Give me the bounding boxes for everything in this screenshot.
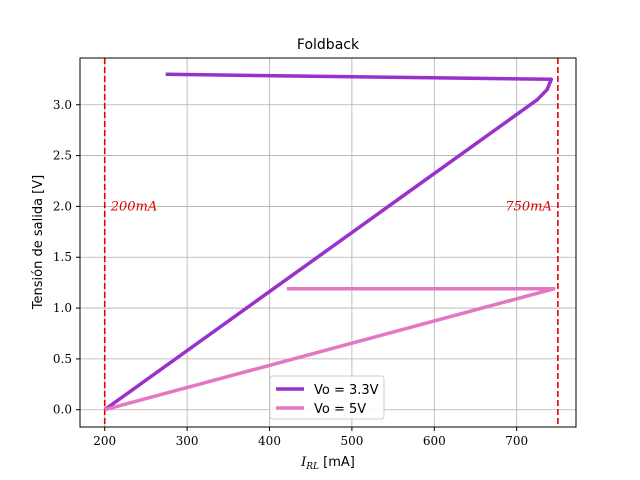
x-tick-label: 200: [93, 434, 116, 448]
vline-label-200: 200mA: [110, 199, 158, 214]
legend: Vo = 3.3V Vo = 5V: [269, 375, 385, 420]
y-tick-label: 1.5: [53, 250, 72, 264]
series-line-1: [104, 287, 556, 412]
legend-label-5v: Vo = 5V: [314, 402, 366, 417]
y-tick-label: 0.5: [53, 352, 72, 366]
x-axis-ticks: 200 300 400 500 600 700: [93, 427, 528, 448]
vline-label-750: 750mA: [505, 199, 552, 214]
y-tick-label: 2.0: [53, 199, 72, 213]
y-tick-label: 0.0: [53, 403, 72, 417]
grid-lines: [80, 58, 576, 427]
x-axis-label-unit: [mA]: [319, 455, 355, 470]
plot-frame: [79, 57, 577, 428]
x-tick-label: 500: [340, 434, 363, 448]
y-tick-label: 2.5: [53, 149, 72, 163]
x-axis-label-main: I: [300, 455, 307, 470]
x-tick-label: 300: [176, 434, 199, 448]
x-tick-label: 400: [258, 434, 281, 448]
x-tick-label: 600: [423, 434, 446, 448]
legend-label-3v3: Vo = 3.3V: [314, 383, 379, 398]
x-axis-label-sub: RL: [305, 462, 319, 472]
y-axis-label: Tensión de salida [V]: [31, 175, 46, 310]
y-tick-label: 3.0: [53, 98, 72, 112]
x-tick-label: 700: [505, 434, 528, 448]
y-tick-label: 1.0: [53, 301, 72, 315]
y-axis-ticks: 0.0 0.5 1.0 1.5 2.0 2.5 3.0: [53, 98, 80, 417]
chart-title: Foldback: [297, 37, 360, 53]
series-lines: [103, 72, 556, 412]
x-axis-label: IRL [mA]: [300, 455, 355, 472]
reference-lines: 200mA 750mA: [103, 58, 559, 427]
series-line-0: [103, 72, 554, 412]
